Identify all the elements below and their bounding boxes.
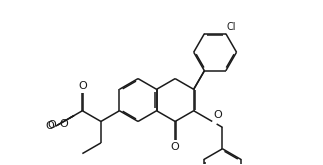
Text: Cl: Cl [227,22,236,32]
Text: O: O [171,142,180,152]
Text: O: O [60,119,68,129]
Text: O: O [78,81,87,91]
Text: O: O [213,110,222,120]
Text: O: O [48,120,57,130]
Text: O: O [46,121,54,131]
